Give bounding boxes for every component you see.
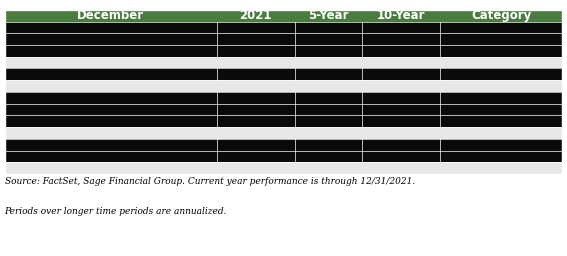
Text: Source: FactSet, Sage Financial Group. Current year performance is through 12/31: Source: FactSet, Sage Financial Group. C… [5,177,415,186]
Bar [5,162,562,174]
Text: Periods over longer time periods are annualized.: Periods over longer time periods are ann… [5,207,227,216]
Bar [5,104,562,115]
Bar [5,22,562,33]
Bar [5,80,562,92]
Bar [5,33,562,45]
Text: 5-Year: 5-Year [308,9,348,22]
Bar [5,115,562,127]
Bar [5,92,562,104]
Bar [5,10,562,22]
Bar [5,139,562,151]
Bar [5,45,562,57]
Bar [5,68,562,80]
Bar [5,151,562,162]
Bar [5,57,562,68]
Text: December: December [77,9,144,22]
Bar [5,127,562,139]
Text: 2021: 2021 [239,9,272,22]
Text: 10-Year: 10-Year [376,9,425,22]
Text: Category: Category [471,9,531,22]
